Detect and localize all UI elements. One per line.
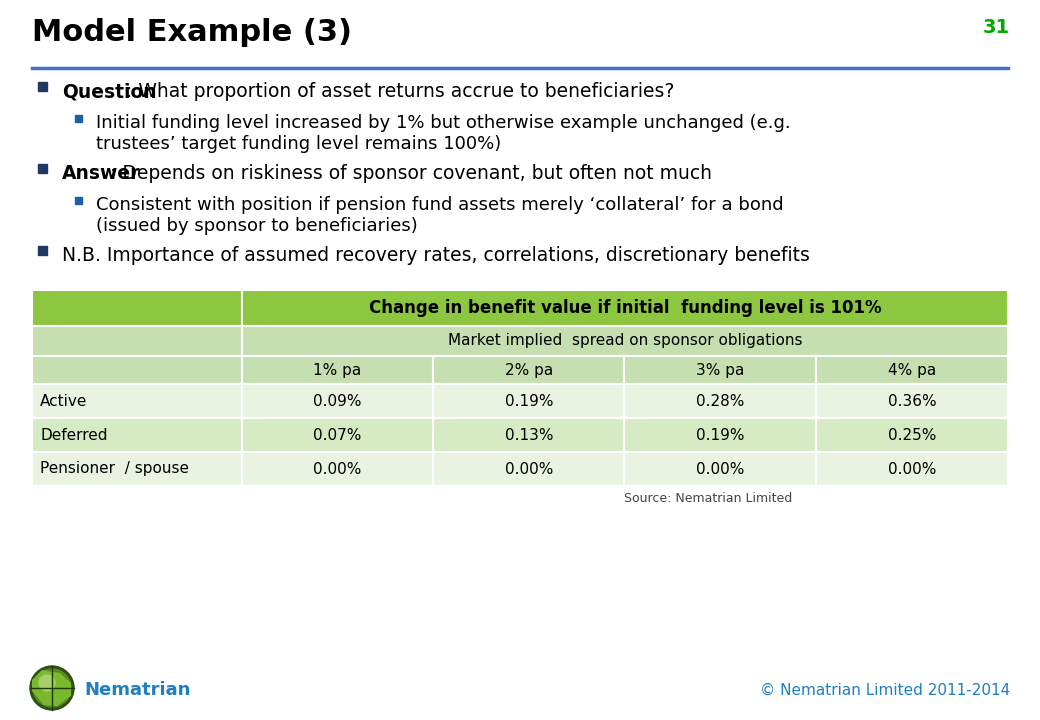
Text: 0.07%: 0.07% [313, 428, 362, 443]
Bar [32, 290, 242, 326]
Text: Active: Active [40, 394, 87, 408]
Bar [815, 356, 1008, 384]
Bar [433, 452, 624, 486]
Text: Consistent with position if pension fund assets merely ‘collateral’ for a bond
(: Consistent with position if pension fund… [96, 196, 783, 235]
Text: 0.28%: 0.28% [696, 394, 745, 408]
Text: : Depends on riskiness of sponsor covenant, but often not much: : Depends on riskiness of sponsor covena… [110, 164, 712, 183]
Text: 0.25%: 0.25% [888, 428, 936, 443]
Bar [37, 164, 47, 174]
Bar [32, 452, 242, 486]
Bar [37, 82, 47, 91]
Bar [433, 418, 624, 452]
Text: Deferred: Deferred [40, 428, 107, 443]
Text: Initial funding level increased by 1% but otherwise example unchanged (e.g.
trus: Initial funding level increased by 1% bu… [96, 114, 790, 153]
Text: 0.00%: 0.00% [504, 462, 553, 477]
Text: Model Example (3): Model Example (3) [32, 18, 352, 47]
Text: © Nematrian Limited 2011-2014: © Nematrian Limited 2011-2014 [760, 683, 1010, 698]
Text: 0.00%: 0.00% [696, 462, 745, 477]
Text: : What proportion of asset returns accrue to beneficiaries?: : What proportion of asset returns accru… [126, 82, 674, 101]
Bar [624, 356, 815, 384]
Text: 4% pa: 4% pa [888, 362, 936, 377]
Text: Market implied  spread on sponsor obligations: Market implied spread on sponsor obligat… [447, 333, 802, 348]
Circle shape [33, 669, 71, 707]
Bar [624, 384, 815, 418]
Bar [242, 356, 433, 384]
Text: 1% pa: 1% pa [313, 362, 362, 377]
Text: 0.00%: 0.00% [313, 462, 362, 477]
Bar [433, 356, 624, 384]
Bar [242, 384, 433, 418]
Bar [242, 418, 433, 452]
Text: 0.00%: 0.00% [888, 462, 936, 477]
Text: Pensioner  / spouse: Pensioner / spouse [40, 462, 189, 477]
Bar [624, 452, 815, 486]
Bar [242, 326, 1008, 356]
Bar [32, 384, 242, 418]
Circle shape [30, 666, 74, 710]
Bar [242, 452, 433, 486]
Bar [815, 452, 1008, 486]
Text: Nematrian: Nematrian [84, 681, 190, 699]
Text: 0.09%: 0.09% [313, 394, 362, 408]
Text: 0.13%: 0.13% [504, 428, 553, 443]
Bar [815, 418, 1008, 452]
Bar [32, 356, 242, 384]
Text: Source: Nematrian Limited: Source: Nematrian Limited [624, 492, 792, 505]
Bar [433, 384, 624, 418]
Text: 0.19%: 0.19% [696, 428, 745, 443]
Text: Question: Question [62, 82, 157, 101]
Text: 2% pa: 2% pa [504, 362, 553, 377]
Bar [75, 197, 81, 204]
Circle shape [40, 675, 55, 691]
Bar [624, 418, 815, 452]
Text: 0.19%: 0.19% [504, 394, 553, 408]
Bar [815, 384, 1008, 418]
Bar [32, 326, 242, 356]
Bar [242, 290, 1008, 326]
Text: 3% pa: 3% pa [696, 362, 745, 377]
Bar [37, 246, 47, 255]
Text: 0.36%: 0.36% [887, 394, 936, 408]
Text: 31: 31 [983, 18, 1010, 37]
Text: Change in benefit value if initial  funding level is 101%: Change in benefit value if initial fundi… [368, 299, 881, 317]
Text: Answer: Answer [62, 164, 140, 183]
Text: N.B. Importance of assumed recovery rates, correlations, discretionary benefits: N.B. Importance of assumed recovery rate… [62, 246, 810, 265]
Polygon shape [32, 670, 71, 706]
Bar [75, 115, 81, 122]
Bar [32, 418, 242, 452]
